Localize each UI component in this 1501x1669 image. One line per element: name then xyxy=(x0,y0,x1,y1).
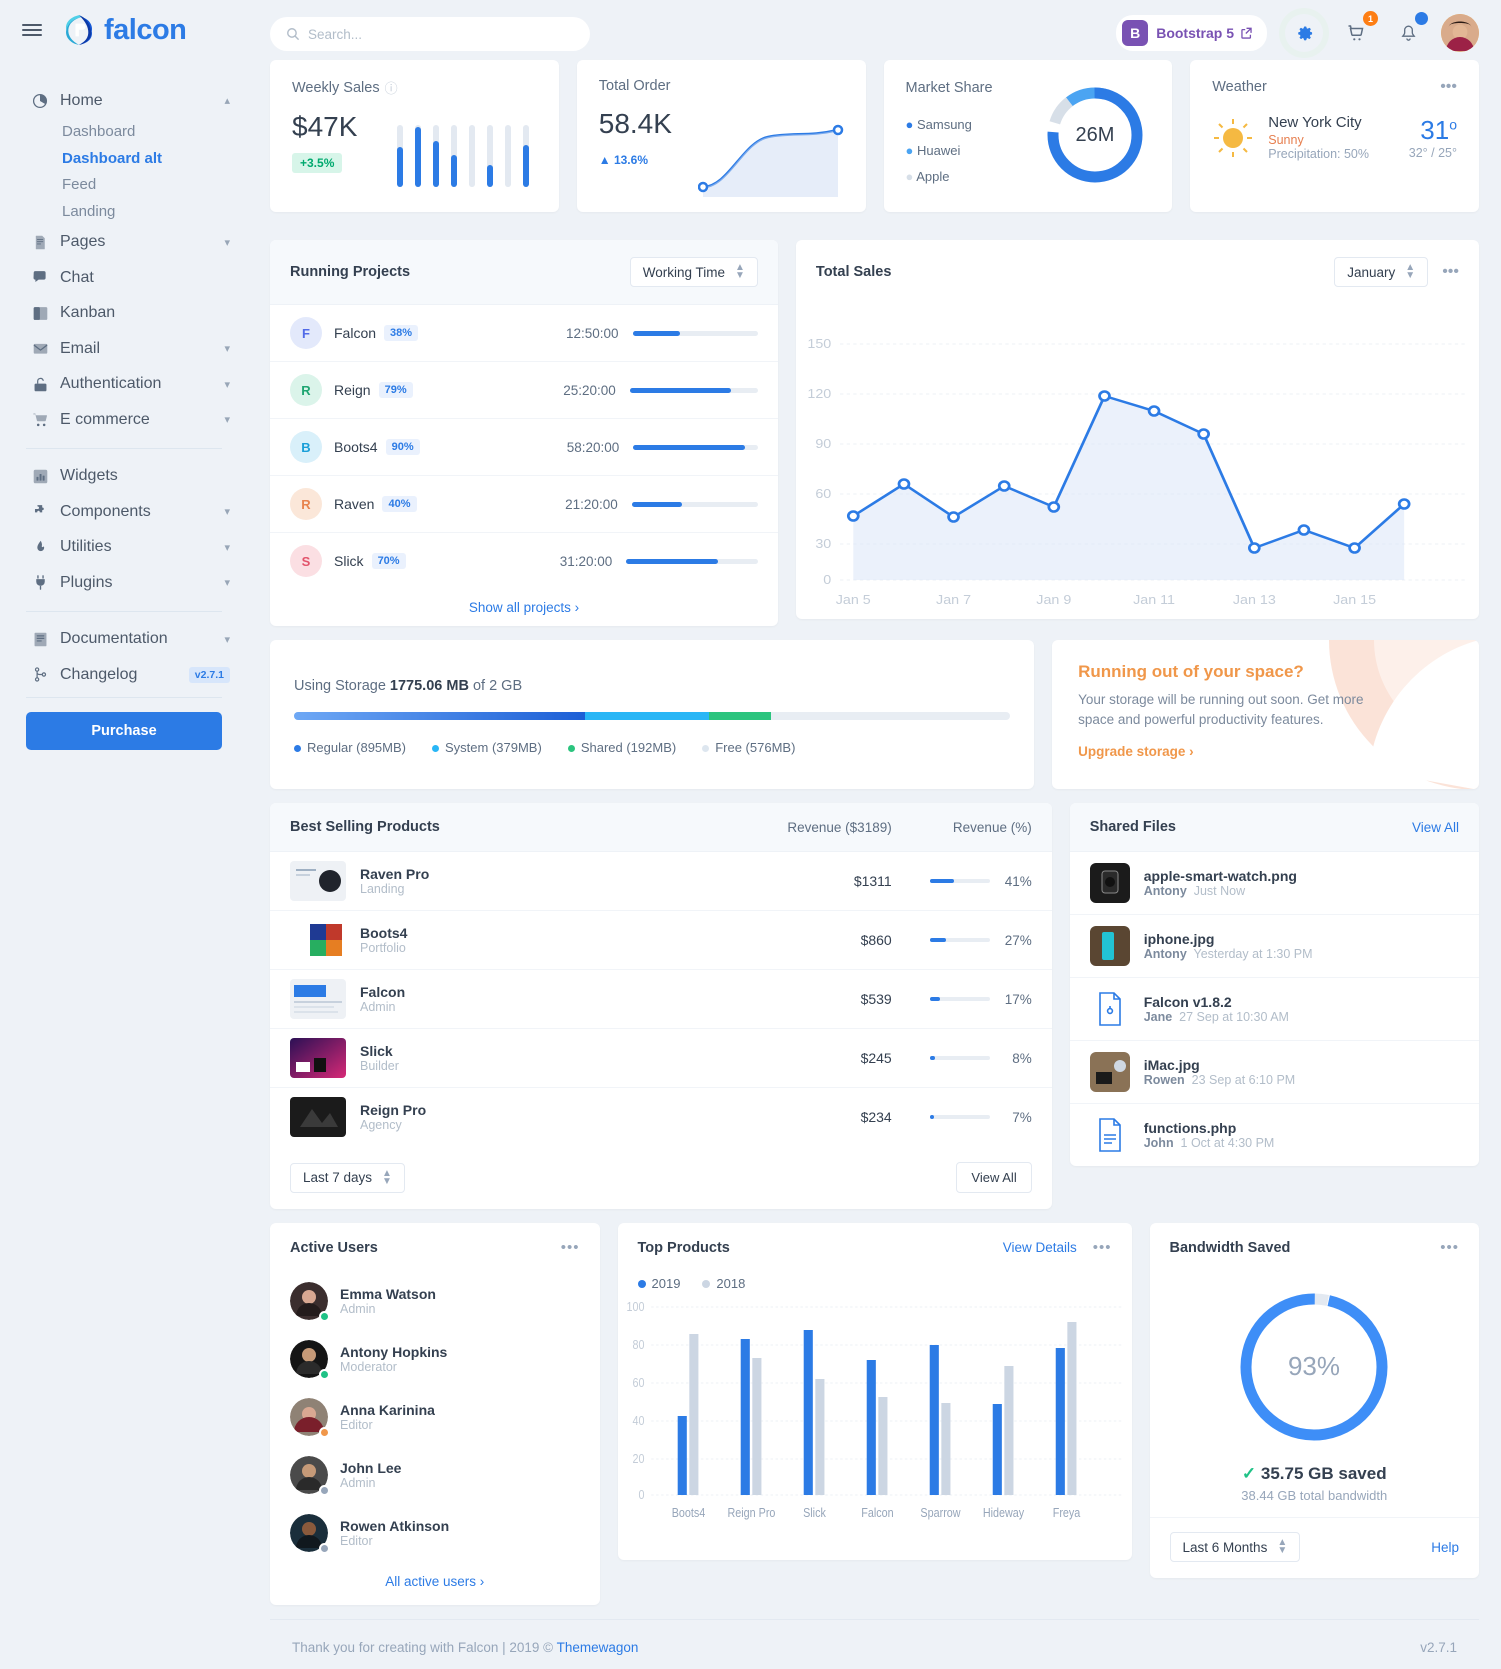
svg-text:93%: 93% xyxy=(1288,1351,1340,1381)
svg-text:Freya: Freya xyxy=(1052,1505,1080,1520)
svg-text:Sparrow: Sparrow xyxy=(920,1505,960,1520)
svg-text:120: 120 xyxy=(807,387,831,401)
svg-text:0: 0 xyxy=(823,573,831,587)
svg-text:Jan 7: Jan 7 xyxy=(936,593,971,604)
svg-text:20: 20 xyxy=(632,1451,644,1466)
svg-text:Jan 15: Jan 15 xyxy=(1333,593,1376,604)
svg-text:90: 90 xyxy=(815,437,831,451)
svg-text:Falcon: Falcon xyxy=(861,1505,893,1520)
svg-text:Jan 13: Jan 13 xyxy=(1233,593,1276,604)
svg-text:0: 0 xyxy=(638,1487,644,1502)
svg-text:Slick: Slick xyxy=(803,1505,826,1520)
svg-text:26M: 26M xyxy=(1076,124,1115,146)
svg-text:Hideway: Hideway xyxy=(982,1505,1023,1520)
svg-text:Reign Pro: Reign Pro xyxy=(727,1505,775,1520)
svg-text:Jan 11: Jan 11 xyxy=(1133,593,1175,604)
svg-text:Jan 5: Jan 5 xyxy=(836,593,871,604)
svg-text:30: 30 xyxy=(815,537,831,551)
svg-text:60: 60 xyxy=(815,487,831,501)
svg-text:Jan 9: Jan 9 xyxy=(1036,593,1071,604)
svg-text:40: 40 xyxy=(632,1413,644,1428)
svg-text:60: 60 xyxy=(632,1375,644,1390)
svg-text:80: 80 xyxy=(632,1337,644,1352)
svg-text:Boots4: Boots4 xyxy=(671,1505,705,1520)
svg-text:100: 100 xyxy=(626,1299,644,1314)
svg-text:150: 150 xyxy=(807,337,831,351)
